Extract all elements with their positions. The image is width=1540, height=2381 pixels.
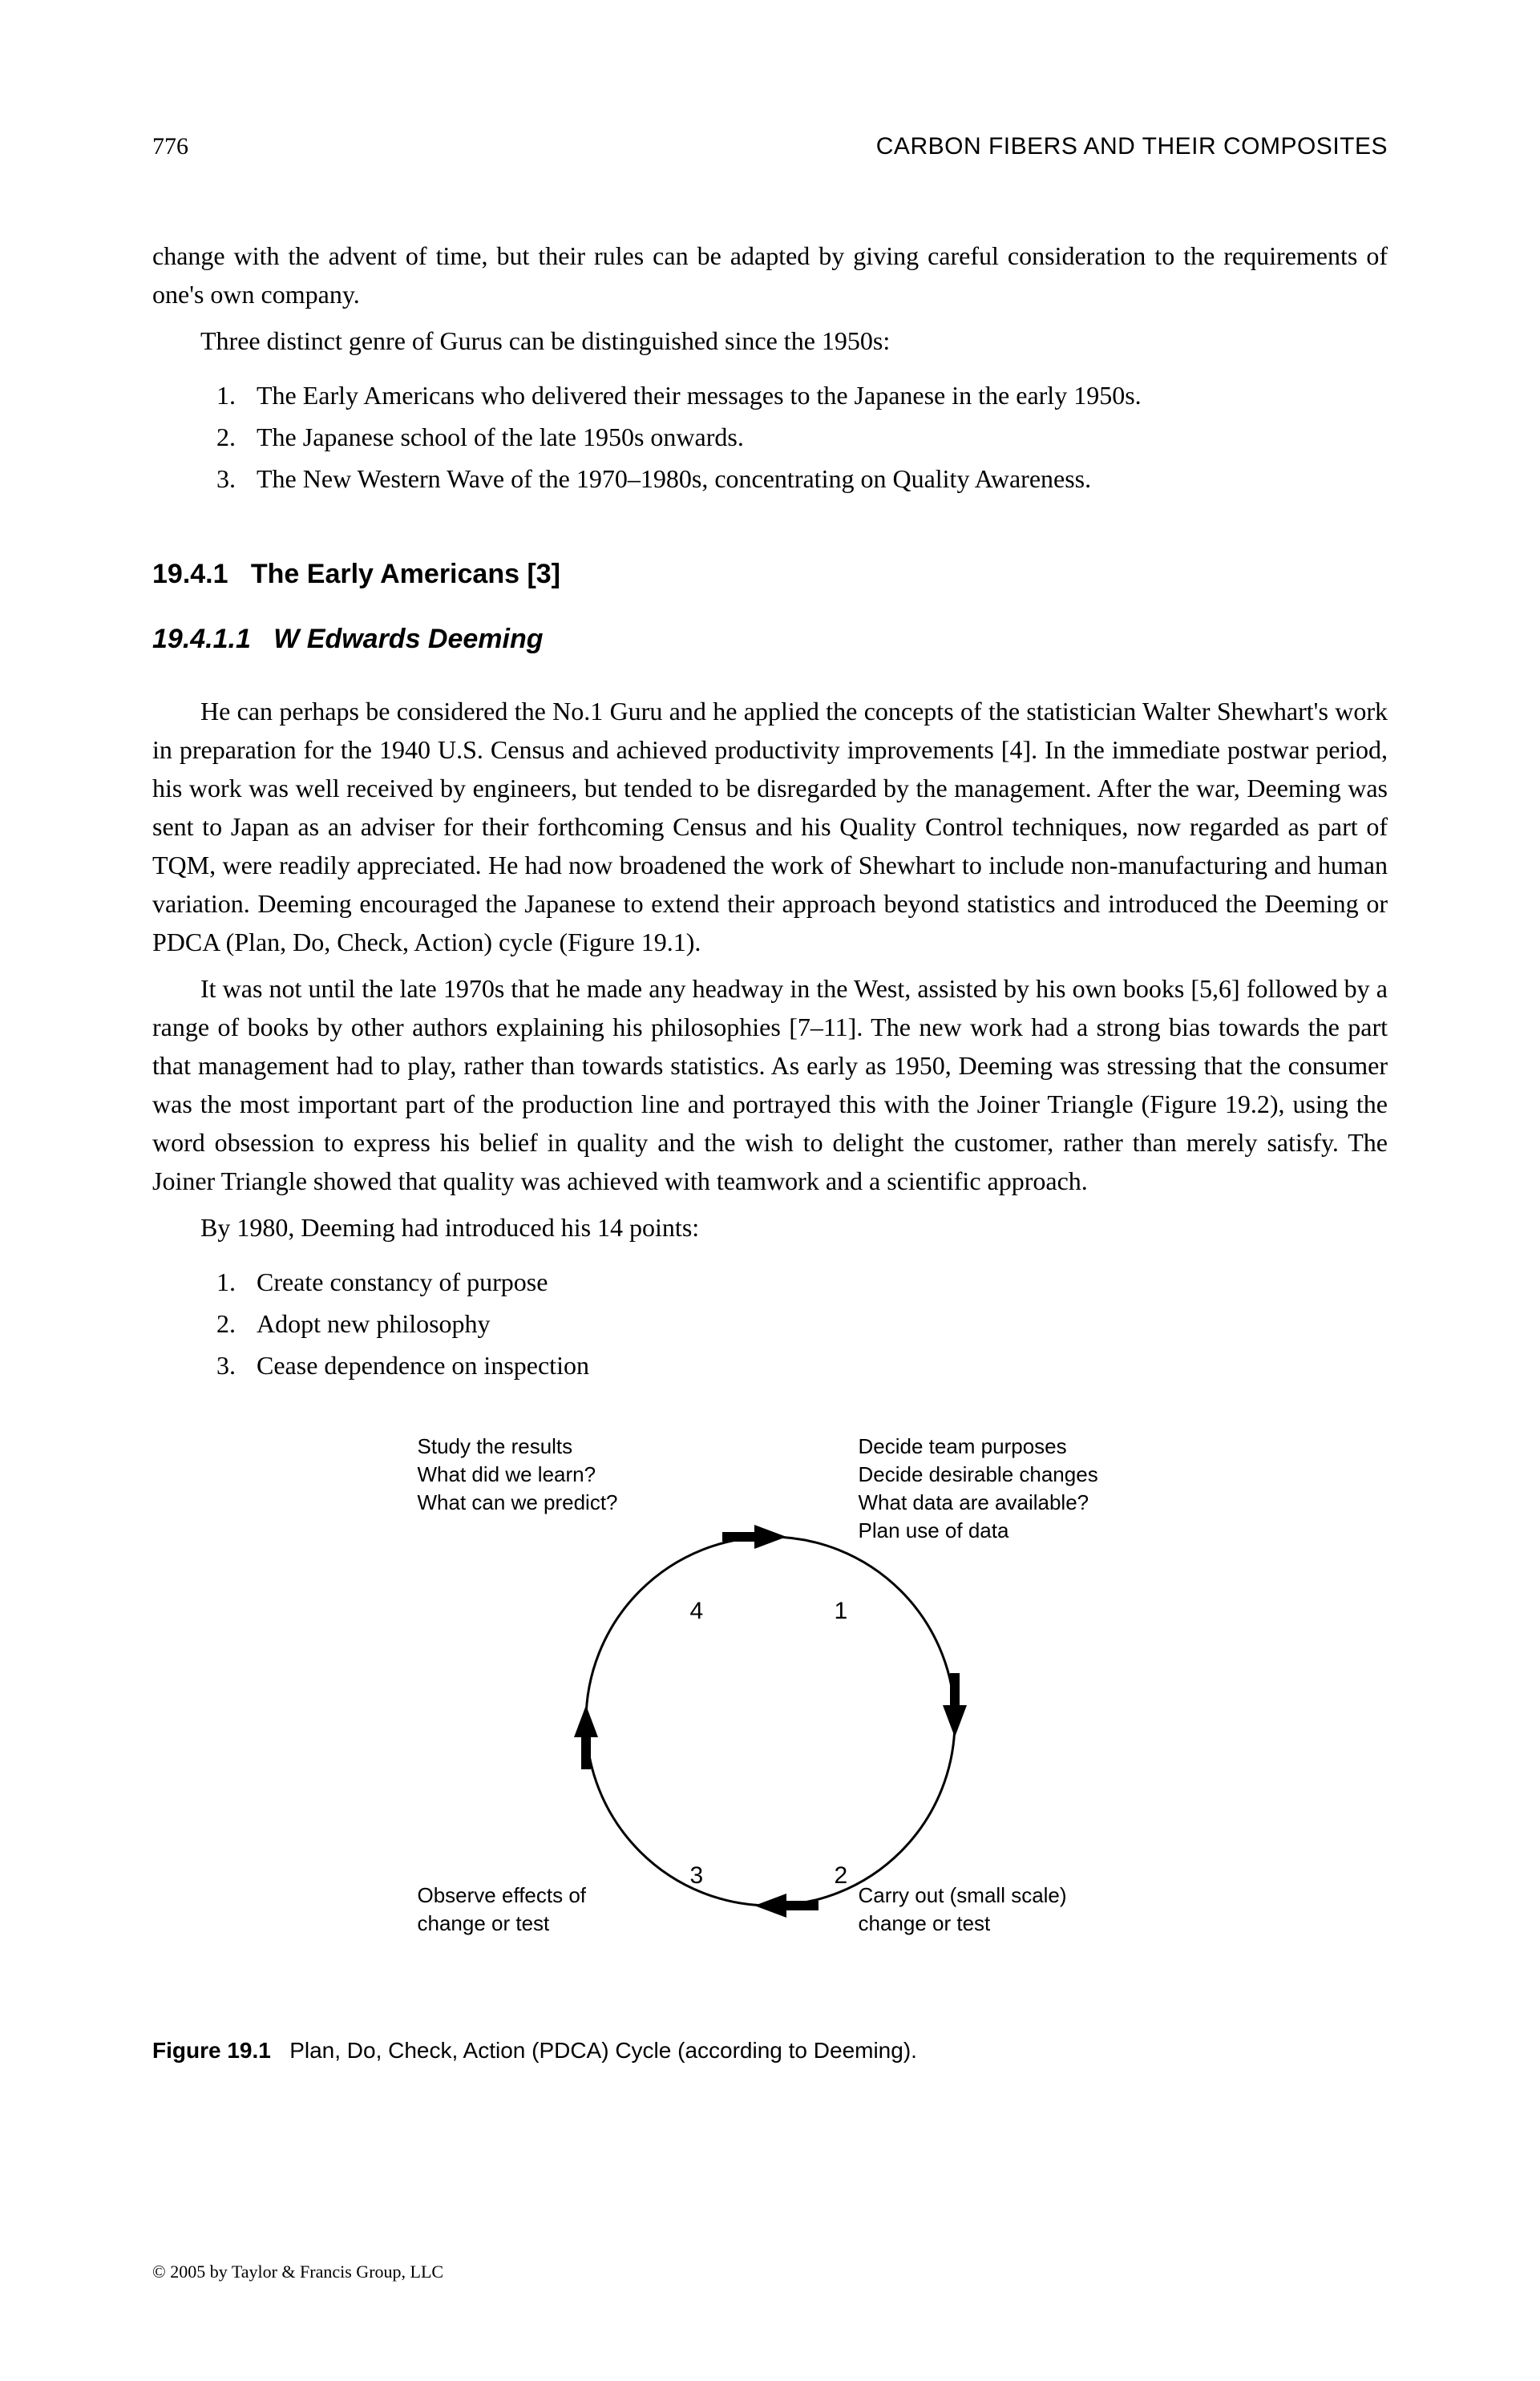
- list-text: The New Western Wave of the 1970–1980s, …: [257, 459, 1091, 498]
- list-num: 1.: [216, 1263, 257, 1301]
- running-title: CARBON FIBERS AND THEIR COMPOSITES: [876, 128, 1388, 164]
- quad-3-num: 3: [690, 1858, 704, 1894]
- pdca-cycle-diagram: Study the resultsWhat did we learn?What …: [370, 1433, 1171, 2010]
- quad-2-label: Carry out (small scale)change or test: [859, 1882, 1067, 1938]
- page-number: 776: [152, 128, 188, 164]
- running-title-bold: FIBERS AND THEIR COMPOSITES: [988, 133, 1388, 160]
- copyright: © 2005 by Taylor & Francis Group, LLC: [152, 2258, 443, 2285]
- quad-3-label: Observe effects ofchange or test: [418, 1882, 587, 1938]
- list-num: 2.: [216, 418, 257, 456]
- subsection-num: 19.4.1.1: [152, 624, 251, 654]
- section-heading: 19.4.1 The Early Americans [3]: [152, 554, 1388, 595]
- list-num: 1.: [216, 376, 257, 414]
- figure-caption: Figure 19.1 Plan, Do, Check, Action (PDC…: [152, 2034, 1388, 2068]
- running-title-light: CARBON: [876, 133, 981, 160]
- list-text: Adopt new philosophy: [257, 1304, 491, 1343]
- list-num: 2.: [216, 1304, 257, 1343]
- body-p2: It was not until the late 1970s that he …: [152, 969, 1388, 1200]
- list-item: 1.Create constancy of purpose: [216, 1263, 1388, 1301]
- quad-4-label: Study the resultsWhat did we learn?What …: [418, 1433, 618, 1517]
- quad-2-num: 2: [835, 1858, 848, 1894]
- list-item: 3.Cease dependence on inspection: [216, 1346, 1388, 1385]
- section-title: The Early Americans [3]: [251, 559, 560, 589]
- list-text: Cease dependence on inspection: [257, 1346, 589, 1385]
- list-text: Create constancy of purpose: [257, 1263, 548, 1301]
- list-text: The Early Americans who delivered their …: [257, 376, 1142, 414]
- body-p3: By 1980, Deeming had introduced his 14 p…: [152, 1208, 1388, 1247]
- subsection-title: W Edwards Deeming: [273, 624, 543, 654]
- figure-19-1: Study the resultsWhat did we learn?What …: [152, 1433, 1388, 2068]
- list-item: 1.The Early Americans who delivered thei…: [216, 376, 1388, 414]
- subsection-heading: 19.4.1.1 W Edwards Deeming: [152, 619, 1388, 660]
- page-header: 776 CARBON FIBERS AND THEIR COMPOSITES: [152, 128, 1388, 164]
- list-num: 3.: [216, 459, 257, 498]
- quad-1-label: Decide team purposesDecide desirable cha…: [859, 1433, 1098, 1545]
- quad-4-num: 4: [690, 1593, 704, 1629]
- list-item: 3.The New Western Wave of the 1970–1980s…: [216, 459, 1388, 498]
- section-num: 19.4.1: [152, 559, 228, 589]
- list-num: 3.: [216, 1346, 257, 1385]
- figure-caption-bold: Figure 19.1: [152, 2038, 271, 2063]
- quad-1-num: 1: [835, 1593, 848, 1629]
- list-text: The Japanese school of the late 1950s on…: [257, 418, 744, 456]
- list-item: 2.Adopt new philosophy: [216, 1304, 1388, 1343]
- points-list: 1.Create constancy of purpose 2.Adopt ne…: [152, 1263, 1388, 1385]
- intro-p1: change with the advent of time, but thei…: [152, 236, 1388, 313]
- body-p1: He can perhaps be considered the No.1 Gu…: [152, 692, 1388, 961]
- list-item: 2.The Japanese school of the late 1950s …: [216, 418, 1388, 456]
- figure-caption-text: Plan, Do, Check, Action (PDCA) Cycle (ac…: [289, 2038, 917, 2063]
- intro-p2: Three distinct genre of Gurus can be dis…: [152, 321, 1388, 360]
- book-page: 776 CARBON FIBERS AND THEIR COMPOSITES c…: [0, 0, 1540, 2381]
- guru-list: 1.The Early Americans who delivered thei…: [152, 376, 1388, 498]
